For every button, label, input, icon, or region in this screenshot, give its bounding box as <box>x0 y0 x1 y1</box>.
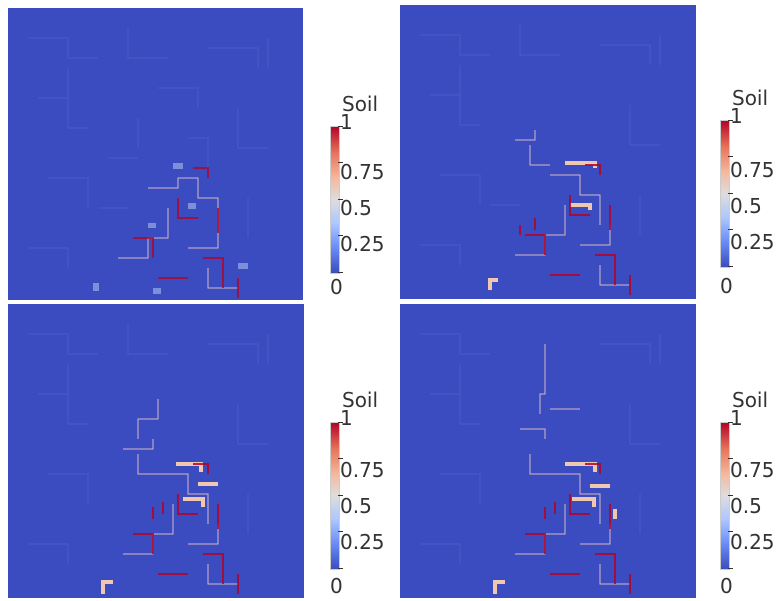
legend-title: Soil <box>342 388 379 412</box>
saturation-field-plot-4 <box>400 304 696 598</box>
saturation-field-plot-3 <box>8 304 304 598</box>
tick-label: 1 <box>730 104 743 128</box>
tick-mark <box>338 495 343 496</box>
colorbar-legend-4: Soil 1 0.75 0.5 0.25 0 <box>720 388 783 596</box>
fracture-network-3 <box>8 304 304 598</box>
tick-mark <box>338 199 343 200</box>
tick-label: 0.5 <box>340 494 372 518</box>
tick-mark <box>338 162 343 163</box>
tick-label: 0.5 <box>730 194 762 218</box>
colorbar-gradient <box>330 126 340 274</box>
tick-mark <box>728 156 733 157</box>
tick-mark <box>728 568 733 569</box>
tick-mark <box>728 229 733 230</box>
tick-mark <box>728 422 733 423</box>
tick-label: 0.5 <box>340 196 372 220</box>
tick-mark <box>728 120 733 121</box>
legend-title: Soil <box>732 86 769 110</box>
tick-label: 1 <box>340 406 353 430</box>
tick-label: 0.75 <box>340 458 385 482</box>
colorbar-legend-1: Soil 1 0.75 0.5 0.25 0 <box>330 92 400 297</box>
colorbar-gradient <box>720 120 730 268</box>
tick-label: 1 <box>730 406 743 430</box>
saturation-field-plot-1 <box>8 8 303 300</box>
tick-mark <box>728 531 733 532</box>
tick-mark <box>338 126 343 127</box>
tick-label: 0 <box>720 274 733 298</box>
tick-mark <box>728 458 733 459</box>
tick-mark <box>338 458 343 459</box>
tick-label: 1 <box>340 110 353 134</box>
tick-label: 0.25 <box>730 230 775 254</box>
legend-title: Soil <box>342 92 379 116</box>
tick-label: 0.25 <box>340 530 385 554</box>
tick-label: 0 <box>330 275 343 299</box>
tick-mark <box>338 422 343 423</box>
colorbar-gradient <box>330 422 340 570</box>
tick-label: 0.75 <box>340 160 385 184</box>
tick-mark <box>728 266 733 267</box>
tick-label: 0 <box>330 574 343 598</box>
tick-mark <box>728 193 733 194</box>
tick-label: 0.25 <box>730 530 775 554</box>
tick-mark <box>338 235 343 236</box>
fracture-network-4 <box>400 304 696 598</box>
tick-mark <box>338 568 343 569</box>
colorbar-legend-2: Soil 1 0.75 0.5 0.25 0 <box>720 86 783 296</box>
tick-label: 0.75 <box>730 158 775 182</box>
tick-mark <box>338 272 343 273</box>
tick-mark <box>728 495 733 496</box>
colorbar-gradient <box>720 422 730 570</box>
tick-label: 0.75 <box>730 458 775 482</box>
tick-label: 0.25 <box>340 232 385 256</box>
fracture-network-2 <box>400 5 696 299</box>
tick-label: 0 <box>720 574 733 598</box>
saturation-field-plot-2 <box>400 5 696 299</box>
fracture-network-1 <box>8 8 303 300</box>
tick-mark <box>338 531 343 532</box>
legend-title: Soil <box>732 388 769 412</box>
tick-label: 0.5 <box>730 494 762 518</box>
colorbar-legend-3: Soil 1 0.75 0.5 0.25 0 <box>330 388 400 596</box>
